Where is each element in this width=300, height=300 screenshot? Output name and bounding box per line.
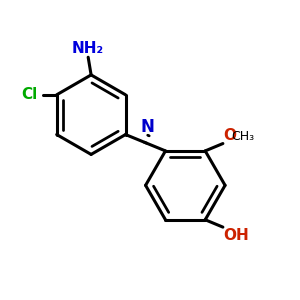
Text: O: O bbox=[224, 128, 236, 143]
Text: NH₂: NH₂ bbox=[72, 41, 104, 56]
Text: N: N bbox=[141, 118, 154, 136]
Text: Cl: Cl bbox=[21, 87, 38, 102]
Text: OH: OH bbox=[224, 228, 249, 243]
Text: CH₃: CH₃ bbox=[231, 130, 254, 143]
